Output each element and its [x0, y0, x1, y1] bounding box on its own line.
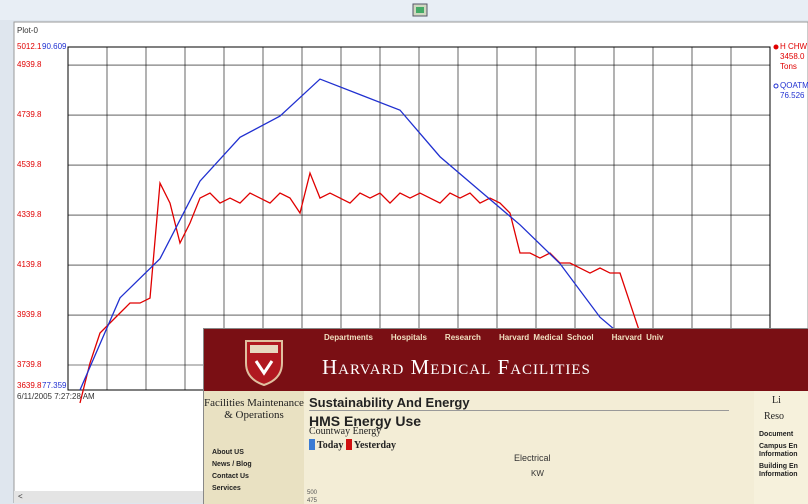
- legend-today: Today: [317, 440, 344, 451]
- legend-unit: Tons: [780, 62, 797, 71]
- y-min-label: 3639.8: [17, 381, 42, 390]
- header-bar: Departments Hospitals Research Harvard Medi…: [204, 329, 808, 391]
- sidebar-link[interactable]: News / Blog: [212, 461, 252, 468]
- plot-date: 6/11/2005 7:27:28 AM: [17, 392, 95, 401]
- right-column: Li Reso Document Campus En Information Build…: [754, 391, 808, 504]
- y-tick-label: 4939.8: [17, 60, 42, 69]
- series-line: [79, 78, 641, 391]
- y-tick-label: 4739.8: [17, 110, 42, 119]
- subheading: Countway Energy: [309, 426, 382, 437]
- legend-reading: 3458.0: [780, 52, 805, 61]
- y2-max-label: 90.609: [42, 42, 67, 51]
- legend-name: H CHW Tons: [780, 42, 808, 51]
- y-tick-label: 4539.8: [17, 160, 42, 169]
- right-link[interactable]: Campus En Information: [759, 443, 798, 458]
- right-link[interactable]: Document: [759, 431, 794, 438]
- y-tick-label: 4339.8: [17, 210, 42, 219]
- legend-marker: [773, 83, 779, 89]
- sidebar-link[interactable]: About US: [212, 449, 244, 456]
- nav-link[interactable]: Harvard Medical School: [498, 333, 594, 342]
- nav: Departments Hospitals Research Harvard Medi…: [324, 333, 681, 342]
- y-tick: 500: [307, 490, 318, 496]
- sidebar-title: Facilities Maintenance & Operations: [204, 397, 304, 421]
- section-title: Sustainability And Energy: [309, 395, 729, 411]
- legend-marker: [773, 44, 779, 50]
- y-max-label: 5012.1: [17, 42, 42, 51]
- nav-link[interactable]: Research: [444, 333, 481, 342]
- legend-name: QOATMP_CV: [780, 81, 808, 90]
- chart-title: Electrical: [514, 453, 551, 463]
- sidebar-link[interactable]: Services: [212, 485, 241, 492]
- title-bar: [0, 0, 808, 20]
- legend-yesterday: Yesterday: [353, 440, 397, 451]
- window-icon-inner: [416, 7, 424, 13]
- right-heading: Reso: [764, 411, 784, 422]
- sidebar-link[interactable]: Contact Us: [212, 473, 249, 480]
- scroll-left[interactable]: <: [18, 492, 23, 501]
- nav-link[interactable]: Departments: [324, 333, 373, 342]
- y-tick-label: 4139.8: [17, 260, 42, 269]
- chart-unit: KW: [531, 469, 544, 478]
- right-link[interactable]: Building En Information: [759, 463, 798, 478]
- shield-logo: [245, 340, 283, 387]
- nav-link[interactable]: Harvard Univ: [611, 333, 664, 342]
- web-page: Departments Hospitals Research Harvard Medi…: [203, 328, 808, 504]
- brand: Harvard Medical Facilities: [322, 355, 591, 379]
- y-tick-label: 3739.8: [17, 360, 42, 369]
- plot-title: Plot-0: [17, 26, 38, 35]
- series-line: [79, 170, 641, 404]
- y-tick: 475: [307, 498, 318, 504]
- y2-min-label: 77.359: [42, 381, 67, 390]
- nav-link[interactable]: Hospitals: [390, 333, 427, 342]
- heading: HMS Energy Use: [309, 413, 422, 429]
- y-tick-label: 3939.8: [17, 310, 42, 319]
- legend-reading: 76.526: [780, 91, 805, 100]
- legend: Today Yesterday: [309, 439, 396, 451]
- right-heading: Li: [772, 395, 781, 406]
- sidebar: Facilities Maintenance & Operations Abou…: [204, 391, 304, 504]
